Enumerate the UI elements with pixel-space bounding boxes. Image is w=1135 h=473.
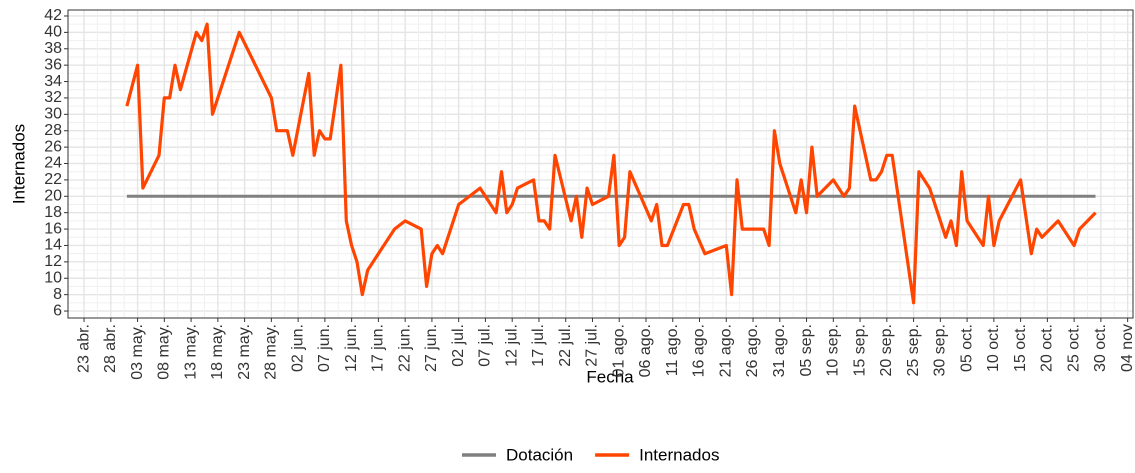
x-tick-label: 03 may. <box>129 324 146 380</box>
x-tick-label: 15 oct. <box>1012 324 1029 372</box>
x-tick-label: 28 may. <box>263 324 280 380</box>
x-tick-label: 31 ago. <box>771 324 788 377</box>
y-tick-label: 40 <box>44 24 62 41</box>
y-tick-label: 32 <box>44 89 62 106</box>
x-tick-label: 04 nov <box>1119 324 1135 372</box>
x-tick-label: 08 may. <box>156 324 173 380</box>
x-tick-label: 22 jul. <box>557 324 574 367</box>
x-tick-label: 30 oct. <box>1092 324 1109 372</box>
x-tick-label: 25 sep. <box>905 324 922 376</box>
x-tick-label: 07 jul. <box>477 324 494 367</box>
x-tick-label: 10 oct. <box>985 324 1002 372</box>
y-tick-label: 12 <box>44 253 62 270</box>
x-tick-label: 02 jun. <box>289 324 306 372</box>
y-tick-label: 6 <box>53 302 62 319</box>
x-tick-label: 23 abr. <box>75 324 92 373</box>
x-tick-label: 30 sep. <box>932 324 949 376</box>
grid <box>68 10 1133 318</box>
x-tick-label: 05 sep. <box>798 324 815 376</box>
x-tick-label: 25 oct. <box>1065 324 1082 372</box>
x-tick-label: 05 oct. <box>958 324 975 372</box>
x-tick-label: 06 ago. <box>637 324 654 377</box>
plot-marks <box>125 22 1097 305</box>
x-tick-label: 02 jul. <box>450 324 467 367</box>
x-tick-label: 18 may. <box>209 324 226 380</box>
x-tick-label: 20 oct. <box>1039 324 1056 372</box>
x-tick-label: 01 ago. <box>610 324 627 377</box>
x-tick-label: 22 jun. <box>396 324 413 372</box>
legend-label: Dotación <box>506 445 573 464</box>
y-tick-label: 20 <box>44 188 62 205</box>
y-tick-label: 34 <box>44 73 62 90</box>
y-tick-label: 24 <box>44 155 62 172</box>
x-tick-label: 17 jul. <box>530 324 547 367</box>
series-line <box>125 22 1097 305</box>
x-tick-label: 13 may. <box>182 324 199 380</box>
x-tick-label: 27 jun. <box>423 324 440 372</box>
x-tick-label: 07 jun. <box>316 324 333 372</box>
y-tick-label: 42 <box>44 7 62 24</box>
x-tick-label: 23 may. <box>236 324 253 380</box>
y-tick-label: 8 <box>53 286 62 303</box>
legend-label: Internados <box>639 445 719 464</box>
y-tick-label: 14 <box>44 237 62 254</box>
y-tick-label: 36 <box>44 56 62 73</box>
x-tick-label: 21 ago. <box>717 324 734 377</box>
x-tick-label: 27 jul. <box>584 324 601 367</box>
x-tick-label: 12 jun. <box>343 324 360 372</box>
x-tick-label: 12 jul. <box>503 324 520 367</box>
x-tick-label: 20 sep. <box>878 324 895 376</box>
x-tick-label: 17 jun. <box>370 324 387 372</box>
legend: Dotación Internados <box>462 445 719 464</box>
x-tick-label: 16 ago. <box>691 324 708 377</box>
y-tick-label: 16 <box>44 220 62 237</box>
y-tick-label: 10 <box>44 269 62 286</box>
x-tick-label: 28 abr. <box>102 324 119 373</box>
x-tick-label: 15 sep. <box>851 324 868 376</box>
y-tick-label: 38 <box>44 40 62 57</box>
y-tick-label: 30 <box>44 106 62 123</box>
y-tick-label: 18 <box>44 204 62 221</box>
x-tick-label: 26 ago. <box>744 324 761 377</box>
y-tick-label: 22 <box>44 171 62 188</box>
x-axis-title: Fecha <box>586 367 634 386</box>
x-tick-label: 11 ago. <box>664 324 681 376</box>
x-tick-label: 10 sep. <box>825 324 842 376</box>
y-tick-label: 28 <box>44 122 62 139</box>
y-tick-label: 26 <box>44 138 62 155</box>
y-axis-title: Internados <box>9 124 28 204</box>
